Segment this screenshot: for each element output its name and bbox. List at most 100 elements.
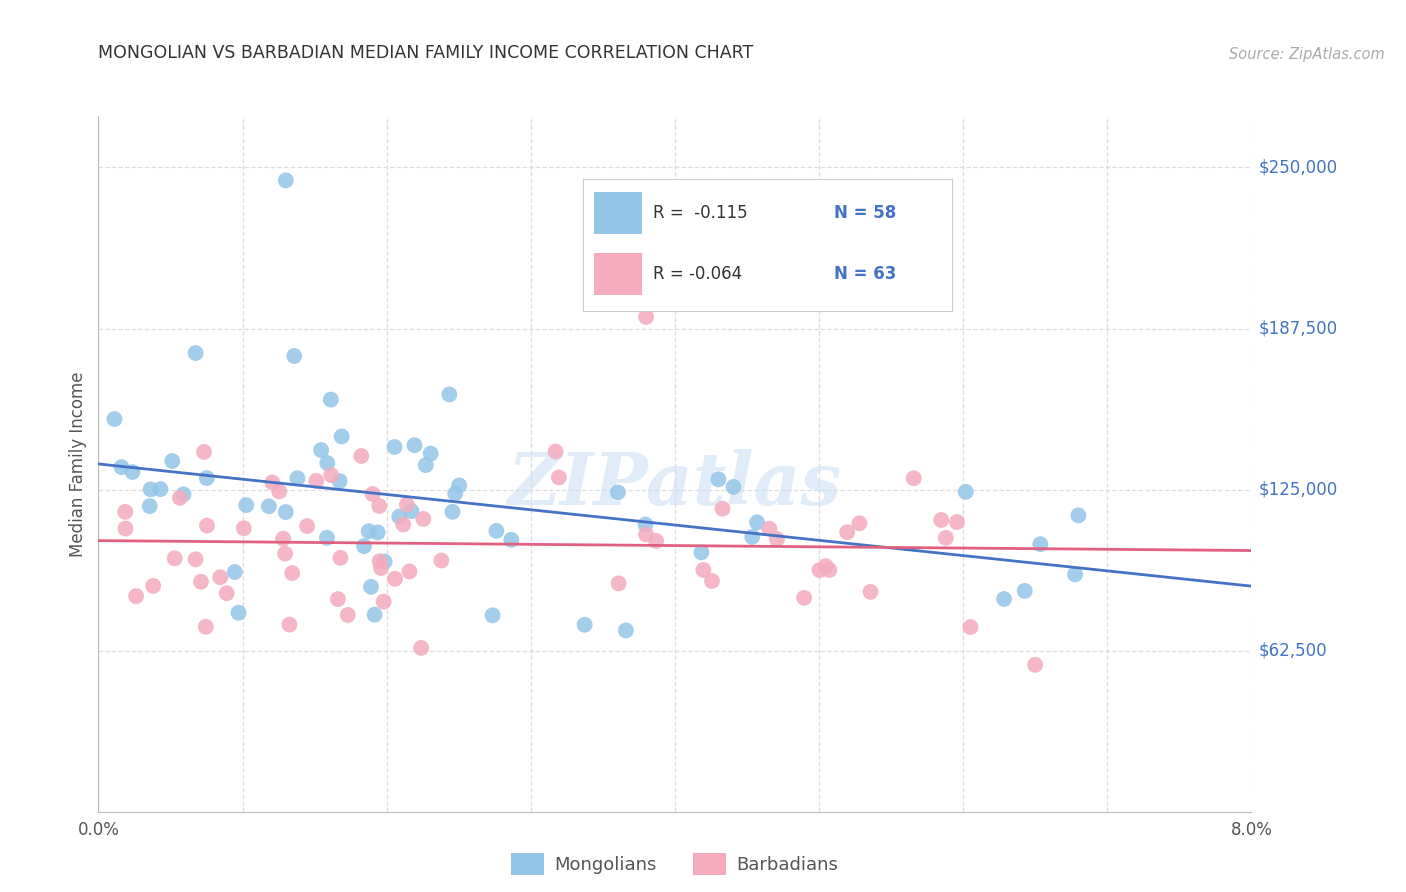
Point	[848, 516, 870, 531]
Point	[384, 572, 406, 586]
Point	[228, 606, 250, 620]
Point	[360, 580, 382, 594]
Point	[329, 474, 352, 488]
Point	[336, 607, 359, 622]
Point	[330, 429, 353, 443]
Point	[184, 552, 207, 566]
Point	[162, 454, 184, 468]
Point	[257, 500, 280, 514]
Point	[1064, 567, 1087, 582]
Point	[305, 474, 328, 488]
Point	[1014, 583, 1036, 598]
Point	[173, 487, 195, 501]
Y-axis label: Median Family Income: Median Family Income	[69, 371, 87, 557]
Point	[766, 532, 789, 546]
Point	[1067, 508, 1090, 523]
Point	[235, 498, 257, 512]
Point	[859, 585, 882, 599]
Point	[935, 531, 957, 545]
Point	[370, 561, 392, 575]
Point	[121, 465, 143, 479]
Point	[215, 586, 238, 600]
Point	[634, 517, 657, 532]
Point	[955, 484, 977, 499]
Point	[368, 554, 391, 568]
Point	[645, 533, 668, 548]
Point	[271, 532, 294, 546]
Point	[485, 524, 508, 538]
Point	[808, 563, 831, 577]
Point	[741, 530, 763, 544]
Point	[195, 471, 218, 485]
Point	[316, 456, 339, 470]
Point	[392, 517, 415, 532]
Point	[1029, 537, 1052, 551]
Point	[139, 499, 162, 513]
Point	[274, 505, 297, 519]
Point	[363, 607, 385, 622]
Point	[274, 547, 297, 561]
Point	[262, 475, 284, 490]
Point	[374, 555, 396, 569]
Point	[441, 505, 464, 519]
Point	[401, 504, 423, 518]
Point	[398, 565, 420, 579]
Point	[195, 518, 218, 533]
Point	[690, 545, 713, 559]
Point	[373, 594, 395, 608]
Point	[574, 617, 596, 632]
Point	[194, 620, 217, 634]
Point	[361, 487, 384, 501]
Point	[283, 349, 305, 363]
Point	[139, 483, 162, 497]
Point	[357, 524, 380, 539]
Text: Source: ZipAtlas.com: Source: ZipAtlas.com	[1229, 47, 1385, 62]
Point	[481, 608, 503, 623]
Point	[329, 550, 352, 565]
Point	[309, 443, 332, 458]
Point	[163, 551, 186, 566]
Point	[758, 522, 780, 536]
Point	[110, 460, 132, 475]
Point	[209, 570, 232, 584]
Point	[449, 478, 471, 492]
Point	[319, 392, 342, 407]
Point	[190, 574, 212, 589]
Point	[278, 617, 301, 632]
Point	[929, 513, 952, 527]
Point	[326, 592, 349, 607]
Point	[114, 505, 136, 519]
Point	[353, 539, 375, 553]
Point	[544, 444, 567, 458]
Point	[837, 525, 859, 540]
Point	[269, 484, 291, 499]
Point	[184, 346, 207, 360]
Legend: Mongolians, Barbadians: Mongolians, Barbadians	[505, 847, 845, 883]
Point	[350, 449, 373, 463]
Point	[169, 491, 191, 505]
Point	[439, 387, 461, 401]
Point	[1024, 657, 1046, 672]
Point	[411, 640, 433, 655]
Point	[501, 533, 523, 547]
Point	[700, 574, 723, 588]
Point	[274, 173, 297, 187]
Point	[114, 522, 136, 536]
Point	[384, 440, 406, 454]
Point	[430, 553, 453, 567]
Text: $250,000: $250,000	[1258, 159, 1337, 177]
Point	[993, 591, 1015, 606]
Point	[367, 525, 389, 540]
Point	[723, 480, 745, 494]
Point	[281, 566, 304, 580]
Point	[614, 624, 637, 638]
Point	[607, 576, 630, 591]
Point	[193, 445, 215, 459]
Point	[315, 531, 337, 545]
Point	[321, 468, 343, 483]
Point	[444, 486, 467, 500]
Point	[388, 509, 411, 524]
Point	[606, 485, 628, 500]
Text: $125,000: $125,000	[1258, 481, 1337, 499]
Point	[636, 527, 658, 541]
